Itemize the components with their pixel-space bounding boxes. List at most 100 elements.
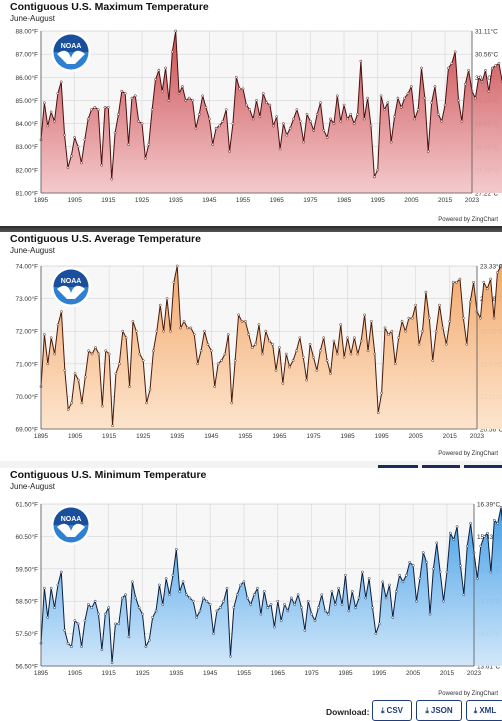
data-point[interactable] [189, 326, 193, 330]
data-point[interactable] [333, 603, 337, 606]
data-point[interactable] [442, 599, 445, 603]
data-point[interactable] [162, 329, 165, 333]
data-point[interactable] [359, 59, 363, 63]
data-point[interactable] [73, 372, 77, 375]
data-point[interactable] [76, 145, 80, 149]
data-point[interactable] [87, 349, 91, 353]
data-point[interactable] [315, 112, 319, 116]
data-point[interactable] [425, 560, 428, 564]
data-point[interactable] [366, 349, 370, 353]
data-point[interactable] [197, 112, 201, 116]
data-point[interactable] [417, 342, 421, 346]
data-point[interactable] [293, 603, 297, 606]
data-point[interactable] [335, 94, 339, 98]
data-point[interactable] [140, 122, 144, 125]
data-point[interactable] [487, 89, 491, 93]
data-point[interactable] [77, 378, 80, 382]
data-point[interactable] [312, 129, 316, 132]
data-point[interactable] [374, 632, 378, 635]
data-point[interactable] [93, 599, 97, 603]
data-point[interactable] [211, 143, 215, 146]
data-point[interactable] [46, 362, 50, 366]
data-point[interactable] [63, 368, 67, 372]
data-point[interactable] [364, 596, 368, 600]
data-point[interactable] [251, 117, 255, 121]
data-point[interactable] [141, 612, 144, 616]
data-point[interactable] [418, 577, 422, 580]
data-point[interactable] [168, 593, 171, 597]
data-point[interactable] [59, 570, 63, 574]
data-point[interactable] [203, 329, 206, 333]
data-point[interactable] [110, 177, 114, 181]
xml-download-button[interactable]: ⤓ XML [466, 700, 502, 721]
data-point[interactable] [174, 29, 178, 33]
data-point[interactable] [388, 583, 391, 587]
data-point[interactable] [467, 68, 470, 72]
data-point[interactable] [113, 131, 117, 135]
data-point[interactable] [420, 66, 423, 70]
data-point[interactable] [474, 96, 477, 100]
data-point[interactable] [438, 303, 441, 307]
data-point[interactable] [448, 531, 452, 535]
data-point[interactable] [357, 596, 361, 600]
data-point[interactable] [353, 336, 356, 340]
data-point[interactable] [479, 316, 482, 320]
data-point[interactable] [322, 336, 326, 340]
data-point[interactable] [100, 648, 104, 652]
data-point[interactable] [238, 87, 242, 91]
data-point[interactable] [73, 136, 77, 139]
data-point[interactable] [434, 329, 438, 333]
data-point[interactable] [233, 359, 237, 362]
data-point[interactable] [100, 404, 104, 408]
data-point[interactable] [376, 411, 380, 415]
data-point[interactable] [424, 290, 428, 294]
data-point[interactable] [151, 616, 154, 619]
data-point[interactable] [440, 119, 444, 123]
data-point[interactable] [229, 654, 232, 658]
data-point[interactable] [46, 616, 50, 619]
data-point[interactable] [282, 122, 285, 125]
data-point[interactable] [249, 603, 253, 606]
data-point[interactable] [127, 635, 131, 639]
data-point[interactable] [195, 616, 198, 619]
data-point[interactable] [262, 590, 266, 593]
data-point[interactable] [472, 280, 475, 284]
data-point[interactable] [271, 342, 274, 346]
data-point[interactable] [283, 603, 286, 606]
data-point[interactable] [181, 580, 185, 584]
data-point[interactable] [103, 106, 107, 109]
data-point[interactable] [178, 590, 182, 593]
data-point[interactable] [53, 119, 56, 123]
data-point[interactable] [415, 599, 418, 603]
data-point[interactable] [199, 349, 203, 353]
data-point[interactable] [362, 117, 366, 121]
max-temp-chart[interactable]: 81.00°F 82.00°F 83.00°F 84.00°F 85.00°F 86.00… [0, 0, 502, 230]
data-point[interactable] [451, 280, 455, 284]
data-point[interactable] [56, 583, 60, 587]
data-point[interactable] [379, 94, 383, 98]
data-point[interactable] [208, 603, 212, 606]
data-point[interactable] [96, 108, 100, 112]
data-point[interactable] [49, 586, 53, 590]
data-point[interactable] [366, 96, 369, 100]
data-point[interactable] [315, 368, 319, 372]
data-point[interactable] [433, 85, 437, 88]
data-point[interactable] [53, 606, 56, 610]
data-point[interactable] [228, 149, 231, 153]
data-point[interactable] [447, 66, 450, 70]
data-point[interactable] [130, 580, 134, 584]
data-point[interactable] [356, 352, 360, 356]
data-point[interactable] [347, 609, 351, 613]
data-point[interactable] [359, 339, 363, 343]
data-point[interactable] [246, 596, 249, 600]
data-point[interactable] [244, 320, 247, 323]
data-point[interactable] [296, 593, 300, 597]
data-point[interactable] [496, 271, 499, 274]
powered-by-credit[interactable]: Powered by ZingChart [438, 691, 498, 697]
data-point[interactable] [400, 320, 404, 323]
data-point[interactable] [100, 163, 103, 167]
data-point[interactable] [457, 99, 460, 102]
data-point[interactable] [494, 64, 497, 68]
data-point[interactable] [384, 596, 388, 600]
data-point[interactable] [83, 138, 87, 142]
